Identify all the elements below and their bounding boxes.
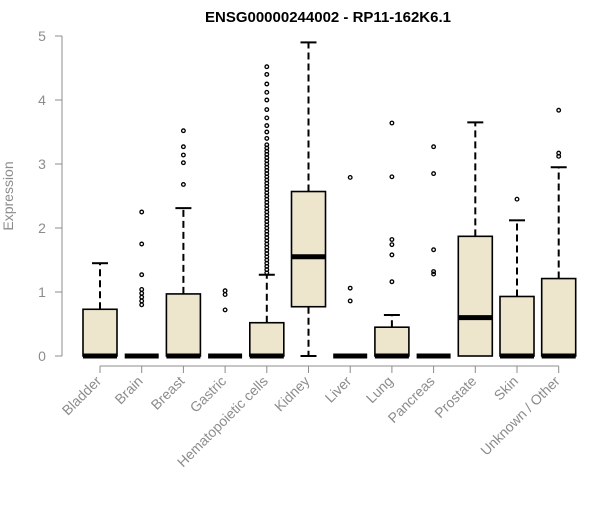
x-category-label: Prostate [431, 373, 479, 421]
y-axis-label: Expression [0, 161, 16, 230]
y-tick-label: 4 [38, 92, 46, 108]
y-axis: 0 1 2 3 4 5 [38, 28, 63, 364]
outlier-point [389, 174, 395, 180]
outlier-point [389, 252, 395, 258]
outlier-point [139, 298, 145, 304]
y-tick-label: 5 [38, 28, 46, 44]
outlier-point [222, 307, 228, 313]
outlier-point [264, 135, 270, 141]
box-breast [165, 128, 202, 359]
outlier-point [431, 144, 437, 150]
outlier-point [264, 64, 270, 70]
outlier-point [264, 71, 270, 77]
x-category-label: Unknown / Other [477, 373, 563, 459]
outlier-point [139, 209, 145, 215]
box-lung [374, 120, 410, 359]
outlier-point [139, 302, 145, 308]
chart-title: ENSG00000244002 - RP11-162K6.1 [205, 9, 451, 26]
outlier-point [180, 152, 186, 158]
x-category-label: Bladder [59, 373, 105, 419]
outlier-point [264, 81, 270, 87]
y-tick-label: 3 [38, 156, 46, 172]
outlier-point [389, 237, 395, 242]
outlier-point [556, 107, 562, 113]
outlier-point [180, 128, 186, 134]
box-unknown-other [540, 107, 577, 359]
outlier-point [264, 142, 270, 148]
outlier-point [264, 129, 270, 135]
outlier-point [139, 272, 145, 278]
outlier-point [389, 242, 395, 248]
outlier-point [347, 285, 353, 291]
y-tick-label: 2 [38, 220, 46, 236]
box-liver [333, 174, 368, 359]
outlier-point [347, 298, 353, 304]
iqr-box [165, 293, 202, 357]
outlier-point [264, 107, 270, 113]
x-category-label: Lung [363, 373, 396, 406]
x-category-label: Liver [322, 373, 355, 406]
outlier-point [264, 89, 270, 95]
x-category-label: Breast [148, 373, 188, 413]
outlier-point [431, 269, 437, 274]
outlier-point [431, 271, 437, 277]
outlier-point [264, 97, 270, 103]
outlier-point [389, 279, 395, 285]
iqr-box [374, 326, 410, 357]
outlier-point [514, 196, 520, 202]
outlier-point [222, 288, 228, 294]
outlier-point [264, 115, 270, 121]
iqr-box [499, 295, 535, 357]
box-hematopoietic-cells [249, 64, 285, 359]
y-tick-label: 1 [38, 284, 46, 300]
box-pancreas [416, 144, 451, 359]
outlier-point [180, 182, 186, 187]
outlier-point [556, 150, 562, 156]
box-skin [499, 196, 535, 359]
x-category-label: Kidney [271, 373, 313, 415]
outlier-point [139, 241, 145, 247]
outlier-point [180, 160, 186, 166]
outlier-point [222, 292, 228, 298]
outlier-point [431, 247, 437, 253]
box-brain [124, 209, 159, 359]
box-series [82, 41, 577, 359]
iqr-box [290, 190, 327, 308]
box-kidney [290, 41, 327, 357]
box-prostate [457, 121, 494, 357]
iqr-box [457, 235, 494, 357]
outlier-point [431, 171, 437, 177]
y-tick-label: 0 [38, 348, 46, 364]
iqr-box [249, 321, 285, 357]
box-gastric [208, 288, 243, 359]
outlier-point [139, 286, 145, 292]
x-category-label: Skin [491, 373, 522, 404]
outlier-point [180, 144, 186, 150]
outlier-point [264, 123, 270, 129]
iqr-box [82, 308, 118, 357]
outlier-point [139, 290, 145, 296]
x-category-label: Brain [111, 373, 145, 407]
iqr-box [540, 277, 577, 357]
outlier-point [389, 120, 395, 126]
outlier-point [347, 174, 353, 180]
box-bladder [82, 262, 118, 359]
outlier-point [139, 294, 145, 300]
